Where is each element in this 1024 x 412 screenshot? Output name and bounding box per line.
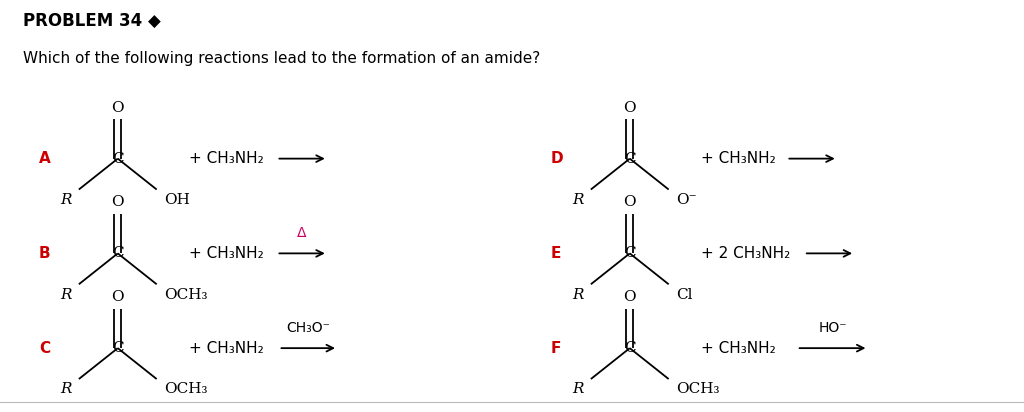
Text: + 2 CH₃NH₂: + 2 CH₃NH₂ bbox=[701, 246, 791, 261]
Text: B: B bbox=[39, 246, 50, 261]
Text: Δ: Δ bbox=[297, 226, 307, 240]
Text: R: R bbox=[60, 382, 72, 396]
Text: HO⁻: HO⁻ bbox=[818, 321, 847, 335]
Text: O: O bbox=[624, 195, 636, 209]
Text: Which of the following reactions lead to the formation of an amide?: Which of the following reactions lead to… bbox=[23, 52, 540, 66]
Text: C: C bbox=[112, 341, 124, 355]
Text: R: R bbox=[60, 288, 72, 302]
Text: O: O bbox=[624, 290, 636, 304]
Text: E: E bbox=[551, 246, 561, 261]
Text: + CH₃NH₂: + CH₃NH₂ bbox=[701, 151, 776, 166]
Text: A: A bbox=[39, 151, 50, 166]
Text: + CH₃NH₂: + CH₃NH₂ bbox=[701, 341, 776, 356]
Text: R: R bbox=[572, 193, 584, 207]
Text: C: C bbox=[624, 152, 636, 166]
Text: OCH₃: OCH₃ bbox=[676, 382, 719, 396]
Text: O: O bbox=[112, 195, 124, 209]
Text: R: R bbox=[60, 193, 72, 207]
Text: D: D bbox=[551, 151, 563, 166]
Text: + CH₃NH₂: + CH₃NH₂ bbox=[189, 151, 264, 166]
Text: CH₃O⁻: CH₃O⁻ bbox=[287, 321, 330, 335]
Text: PROBLEM 34 ◆: PROBLEM 34 ◆ bbox=[23, 12, 161, 30]
Text: OCH₃: OCH₃ bbox=[164, 288, 207, 302]
Text: OH: OH bbox=[164, 193, 189, 207]
Text: O: O bbox=[112, 290, 124, 304]
Text: Cl: Cl bbox=[676, 288, 692, 302]
Text: C: C bbox=[112, 246, 124, 260]
Text: C: C bbox=[112, 152, 124, 166]
Text: C: C bbox=[624, 341, 636, 355]
Text: R: R bbox=[572, 382, 584, 396]
Text: F: F bbox=[551, 341, 561, 356]
Text: C: C bbox=[39, 341, 50, 356]
Text: + CH₃NH₂: + CH₃NH₂ bbox=[189, 341, 264, 356]
Text: O⁻: O⁻ bbox=[676, 193, 696, 207]
Text: OCH₃: OCH₃ bbox=[164, 382, 207, 396]
Text: + CH₃NH₂: + CH₃NH₂ bbox=[189, 246, 264, 261]
Text: C: C bbox=[624, 246, 636, 260]
Text: O: O bbox=[112, 101, 124, 115]
Text: O: O bbox=[624, 101, 636, 115]
Text: R: R bbox=[572, 288, 584, 302]
